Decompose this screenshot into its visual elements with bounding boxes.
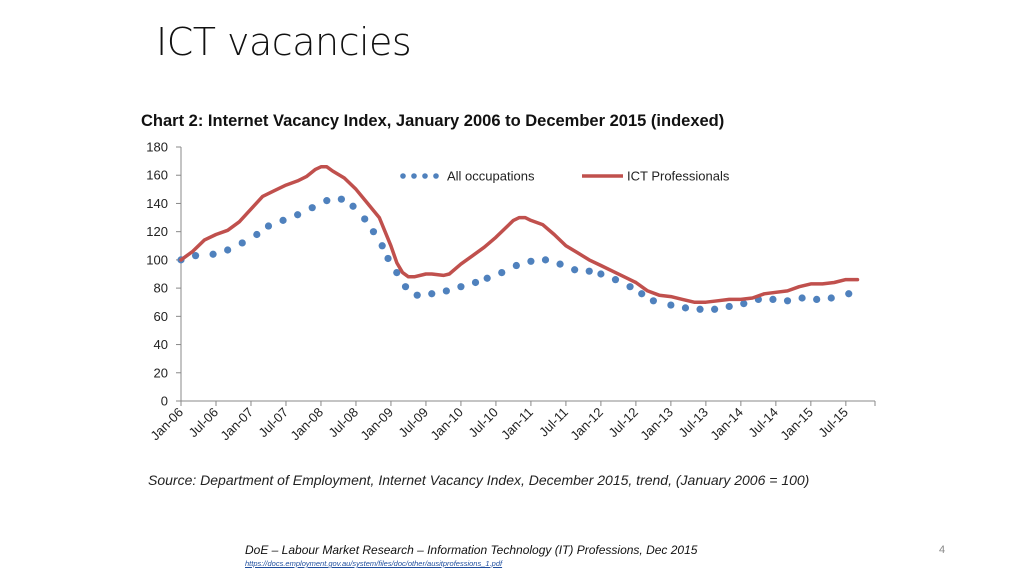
series-point-all-occupations: [253, 230, 261, 239]
series-point-all-occupations: [571, 266, 579, 274]
series-point-all-occupations: [442, 287, 450, 295]
x-tick-label: Jan-14: [707, 405, 746, 444]
series-point-all-occupations: [413, 291, 421, 299]
series-point-all-occupations: [725, 302, 733, 311]
series-point-all-occupations: [264, 222, 273, 230]
series-point-all-occupations: [238, 239, 246, 247]
x-tick-label: Jan-11: [498, 405, 536, 443]
y-tick-label: 60: [154, 309, 168, 324]
series-point-all-occupations: [649, 297, 657, 305]
x-tick-label: Jan-08: [287, 405, 326, 444]
series-point-all-occupations: [556, 260, 564, 268]
y-tick-label: 120: [146, 224, 168, 239]
x-tick-label: Jul-09: [395, 405, 431, 441]
series-point-all-occupations: [798, 294, 806, 302]
series-point-all-occupations: [498, 268, 506, 277]
series-point-all-occupations: [224, 246, 232, 254]
series-point-all-occupations: [827, 294, 835, 302]
chart-legend: All occupations ICT Professionals: [400, 169, 730, 184]
series-point-all-occupations: [483, 274, 491, 282]
x-tick-label: Jul-15: [815, 405, 851, 441]
series-point-all-occupations: [711, 305, 719, 313]
legend-marker-all-occupations: [411, 173, 417, 179]
series-point-all-occupations: [349, 202, 357, 210]
series-point-all-occupations: [337, 195, 345, 203]
series-point-all-occupations: [191, 252, 200, 260]
chart-source-note: Source: Department of Employment, Intern…: [148, 472, 810, 488]
x-tick-label: Jan-12: [567, 405, 606, 444]
series-point-all-occupations: [471, 278, 480, 287]
y-tick-label: 40: [154, 337, 168, 352]
x-tick-label: Jan-06: [147, 405, 186, 444]
series-point-all-occupations: [783, 297, 792, 305]
x-tick-label: Jul-12: [605, 405, 641, 441]
series-point-all-occupations: [401, 283, 410, 291]
x-tick-label: Jan-15: [777, 405, 816, 444]
series-point-all-occupations: [638, 290, 646, 298]
series-point-all-occupations: [845, 290, 853, 298]
x-tick-label: Jan-10: [427, 405, 466, 444]
series-point-all-occupations: [294, 211, 302, 219]
series-point-all-occupations: [597, 270, 605, 278]
legend-label-all-occupations: All occupations: [447, 169, 535, 184]
series-point-all-occupations: [361, 215, 369, 223]
legend-label-ict-professionals: ICT Professionals: [627, 169, 730, 184]
chart-title: Chart 2: Internet Vacancy Index, January…: [141, 112, 725, 130]
series-point-all-occupations: [813, 295, 821, 303]
y-tick-label: 80: [154, 281, 168, 296]
series-point-all-occupations: [428, 290, 436, 298]
legend-marker-all-occupations: [433, 173, 439, 179]
x-tick-label: Jul-06: [185, 405, 221, 441]
series-point-all-occupations: [740, 300, 748, 308]
y-tick-label: 160: [146, 168, 168, 183]
series-point-all-occupations: [585, 267, 593, 275]
series-point-all-occupations: [457, 283, 465, 291]
series-point-all-occupations: [541, 256, 550, 264]
footer-link[interactable]: https://docs.employment.gov.au/system/fi…: [245, 559, 503, 568]
series-point-all-occupations: [209, 250, 217, 258]
legend-marker-all-occupations: [422, 173, 428, 179]
series-point-all-occupations: [378, 242, 386, 250]
series-point-all-occupations: [393, 268, 401, 277]
x-tick-label: Jul-14: [745, 405, 781, 441]
x-tick-label: Jan-09: [357, 405, 396, 444]
series-point-all-occupations: [681, 304, 690, 312]
y-tick-label: 100: [146, 252, 168, 267]
y-tick-label: 140: [146, 196, 168, 211]
x-tick-label: Jul-07: [255, 405, 291, 441]
y-tick-label: 180: [146, 140, 168, 155]
series-point-all-occupations: [279, 216, 287, 224]
series-point-all-occupations: [369, 228, 378, 236]
x-tick-label: Jul-11: [536, 405, 571, 440]
footer-citation: DoE – Labour Market Research – Informati…: [245, 543, 698, 557]
series-point-all-occupations: [527, 257, 535, 265]
series-point-all-occupations: [512, 261, 520, 270]
x-tick-label: Jan-07: [217, 405, 256, 444]
series-point-all-occupations: [323, 197, 331, 205]
series-point-all-occupations: [626, 283, 634, 291]
y-tick-label: 20: [154, 365, 168, 380]
x-tick-label: Jul-13: [675, 405, 711, 441]
x-tick-label: Jul-08: [325, 405, 361, 441]
series-point-all-occupations: [769, 295, 777, 303]
legend-marker-all-occupations: [400, 173, 406, 179]
series-point-all-occupations: [696, 305, 704, 313]
y-tick-label: 0: [161, 394, 168, 409]
series-point-all-occupations: [384, 254, 392, 263]
x-tick-label: Jul-10: [465, 405, 501, 441]
slide-title: ICT vacancies: [156, 20, 412, 64]
page-number: 4: [939, 544, 946, 556]
series-point-all-occupations: [308, 204, 316, 212]
series-point-all-occupations: [611, 276, 620, 284]
series-point-all-occupations: [667, 301, 675, 309]
series-line-ict-professionals: [179, 165, 860, 304]
x-tick-label: Jan-13: [637, 405, 676, 444]
chart-series: [177, 165, 860, 313]
